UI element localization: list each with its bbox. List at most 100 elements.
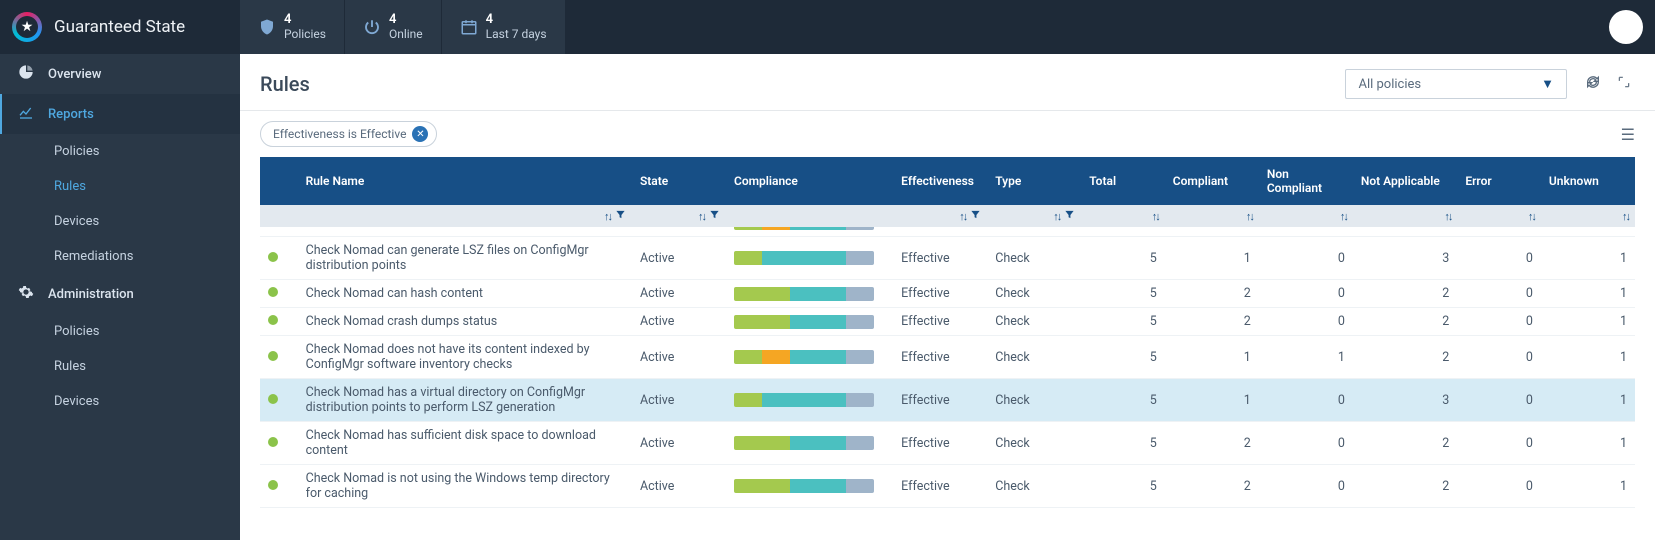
sort-icon[interactable]: ↑↓ [1246,210,1253,223]
column-header[interactable]: Effectiveness [893,157,987,205]
table-row[interactable]: Check Nomad can hash contentActiveEffect… [260,280,1635,308]
table-row[interactable]: Check Nomad crash dumps statusActiveEffe… [260,308,1635,336]
rule-notapplicable: 2 [1353,308,1457,336]
compliance-bar[interactable] [734,436,874,450]
column-header[interactable]: Rule Name [298,157,632,205]
sidebar-item-overview[interactable]: Overview [0,54,240,94]
sort-icon[interactable]: ↑↓ [1053,210,1060,223]
logo-icon: ★ [12,12,42,42]
sidebar-item-devices[interactable]: Devices [0,204,240,239]
policy-dropdown[interactable]: All policies ▼ [1345,69,1567,99]
rule-state: Active [632,336,726,379]
status-dot [268,480,278,490]
compliance-bar[interactable] [734,287,874,301]
filter-icon[interactable] [709,210,720,223]
rule-type: Check [987,379,1081,422]
rule-state: Active [632,422,726,465]
rule-noncompliant: 0 [1259,308,1353,336]
compliance-bar[interactable] [734,350,874,364]
avatar[interactable] [1609,10,1643,44]
rule-noncompliant: 0 [1259,465,1353,508]
rule-noncompliant: 0 [1259,508,1353,514]
policy-dropdown-value: All policies [1358,77,1421,92]
column-header[interactable]: Not Applicable [1353,157,1457,205]
rule-state: Active [632,237,726,280]
rule-type: Check [987,237,1081,280]
hamburger-icon[interactable]: ☰ [1621,125,1635,144]
stat-online[interactable]: 4Online [345,0,442,54]
sort-icon[interactable]: ↑↓ [1152,210,1159,223]
rule-type: Check [987,227,1081,237]
rule-name: Check Nomad does not have its content in… [298,336,632,379]
table-row[interactable]: Check Nomad has sufficient disk space to… [260,422,1635,465]
column-header[interactable]: Compliant [1165,157,1259,205]
expand-button[interactable] [1613,69,1635,99]
filter-chip-label: Effectiveness is Effective [273,127,406,141]
column-header[interactable]: State [632,157,726,205]
filter-icon[interactable] [970,210,981,223]
sort-icon[interactable]: ↑↓ [1528,210,1535,223]
stat-policies[interactable]: 4Policies [240,0,345,54]
stat-label: Policies [284,28,326,41]
column-header[interactable]: Total [1081,157,1165,205]
rule-error: 0 [1457,422,1541,465]
compliance-bar[interactable] [734,479,874,493]
sidebar-item-reports[interactable]: Reports [0,94,240,134]
table-row[interactable]: Check Nomad has a virtual directory on C… [260,379,1635,422]
column-header[interactable]: Unknown [1541,157,1635,205]
stat-last7days[interactable]: 4Last 7 days [442,0,565,54]
table-row[interactable]: Check Nomad can generate LSZ files on Co… [260,237,1635,280]
rule-compliant: 2 [1165,422,1259,465]
filter-chip-remove[interactable]: ✕ [412,126,428,142]
sort-icon[interactable]: ↑↓ [698,210,705,223]
topbar: ★ Guaranteed State 4Policies 4Online 4La… [0,0,1655,54]
sidebar-item-remediations[interactable]: Remediations [0,239,240,274]
sidebar-item-policies[interactable]: Policies [0,134,240,169]
sort-icon[interactable]: ↑↓ [1622,210,1629,223]
table-row[interactable]: Check Nomad does not have its content in… [260,336,1635,379]
rule-notapplicable: 2 [1353,227,1457,237]
rule-state: Active [632,379,726,422]
sidebar-item-label: Rules [54,179,86,194]
column-header[interactable]: Type [987,157,1081,205]
sort-icon[interactable]: ↑↓ [1340,210,1347,223]
refresh-button[interactable] [1577,68,1609,100]
power-icon [363,18,381,36]
rule-error: 0 [1457,336,1541,379]
column-header[interactable]: Error [1457,157,1541,205]
table-row[interactable]: Check Nomad is not using the Windows tem… [260,465,1635,508]
compliance-bar[interactable] [734,315,874,329]
rule-error: 0 [1457,308,1541,336]
rule-notapplicable: 3 [1353,237,1457,280]
sidebar-item-admin-rules[interactable]: Rules [0,349,240,384]
page-header: Rules All policies ▼ [240,54,1655,111]
sidebar-item-label: Remediations [54,249,133,264]
column-header[interactable]: Non Compliant [1259,157,1353,205]
rules-table-wrap: Rule NameStateComplianceEffectivenessTyp… [240,157,1655,540]
rule-unknown: 1 [1541,422,1635,465]
sort-icon[interactable]: ↑↓ [1444,210,1451,223]
rule-effectiveness: Effective [893,227,987,237]
sidebar-item-administration[interactable]: Administration [0,274,240,314]
rules-table: Rule NameStateComplianceEffectivenessTyp… [260,157,1635,227]
sort-icon[interactable]: ↑↓ [604,210,611,223]
rule-unknown: 1 [1541,280,1635,308]
filter-icon[interactable] [615,210,626,223]
sidebar-item-admin-devices[interactable]: Devices [0,384,240,419]
compliance-bar[interactable] [734,393,874,407]
sort-icon[interactable]: ↑↓ [959,210,966,223]
column-header[interactable]: Compliance [726,157,893,205]
rule-noncompliant: 0 [1259,280,1353,308]
rule-notapplicable: 2 [1353,280,1457,308]
compliance-bar[interactable] [734,227,874,230]
table-row[interactable]: FirewallActiveEffectiveCheck511201 [260,227,1635,237]
table-row[interactable]: Check Nomad is registered as an Alternat… [260,508,1635,514]
filter-icon[interactable] [1064,210,1075,223]
topbar-stats: 4Policies 4Online 4Last 7 days [240,0,565,54]
sidebar-item-rules[interactable]: Rules [0,169,240,204]
rule-unknown: 1 [1541,508,1635,514]
sidebar-item-admin-policies[interactable]: Policies [0,314,240,349]
sidebar-item-label: Devices [54,394,99,409]
compliance-bar[interactable] [734,251,874,265]
rule-type: Check [987,465,1081,508]
